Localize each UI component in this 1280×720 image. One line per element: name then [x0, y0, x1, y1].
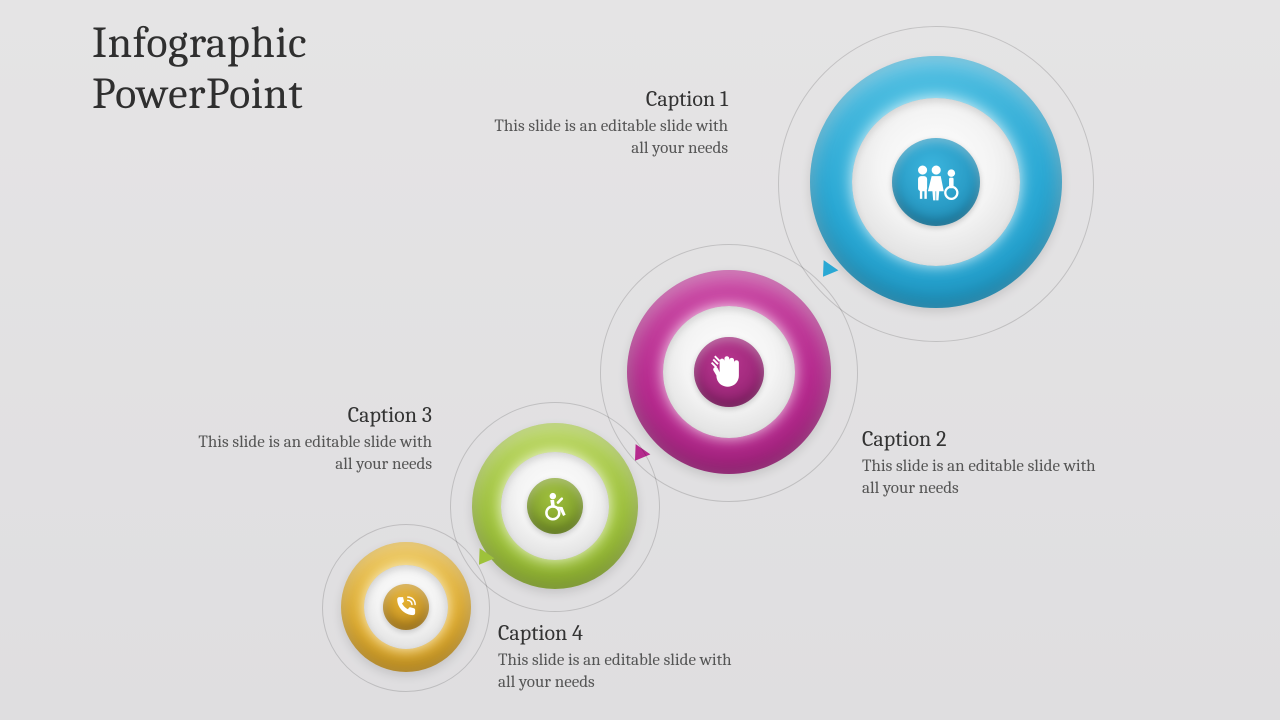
people-icon — [892, 138, 980, 226]
caption-3-body: This slide is an editable slide with all… — [192, 432, 432, 476]
caption-3: Caption 3 This slide is an editable slide… — [192, 402, 432, 476]
ring-1-center — [892, 138, 980, 226]
caption-2: Caption 2 This slide is an editable slide… — [862, 426, 1102, 500]
caption-1-title: Caption 1 — [488, 86, 728, 112]
phone-icon — [383, 584, 429, 630]
caption-3-title: Caption 3 — [192, 402, 432, 428]
caption-4: Caption 4 This slide is an editable slide… — [498, 620, 738, 694]
caption-2-title: Caption 2 — [862, 426, 1102, 452]
ring-3-center — [527, 478, 583, 534]
caption-4-body: This slide is an editable slide with all… — [498, 650, 738, 694]
title-line-2: PowerPoint — [92, 68, 303, 119]
caption-2-body: This slide is an editable slide with all… — [862, 456, 1102, 500]
hand-icon — [694, 337, 764, 407]
wheelchair-icon — [527, 478, 583, 534]
caption-1-body: This slide is an editable slide with all… — [488, 116, 728, 160]
title-line-1: Infographic — [92, 17, 307, 68]
slide-title: Infographic PowerPoint — [92, 18, 307, 119]
caption-1: Caption 1 This slide is an editable slide… — [488, 86, 728, 160]
ring-4-center — [383, 584, 429, 630]
ring-2-center — [694, 337, 764, 407]
caption-4-title: Caption 4 — [498, 620, 738, 646]
